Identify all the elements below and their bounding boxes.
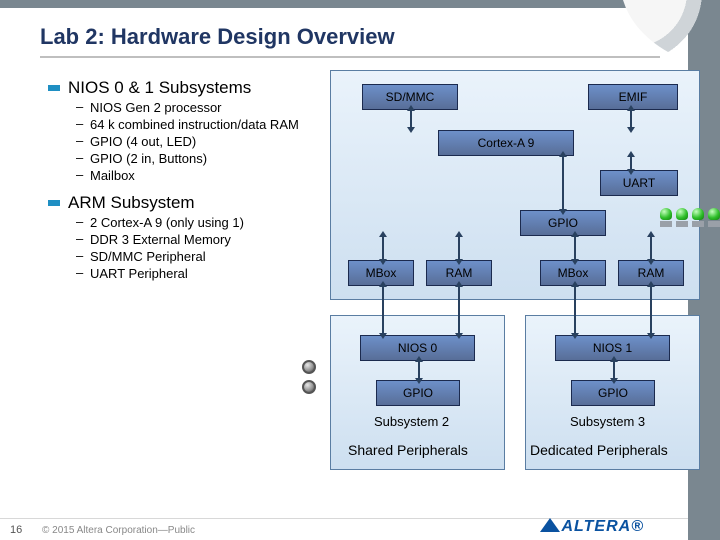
bullet-item: 2 Cortex-A 9 (only using 1) [76,215,338,230]
copyright: © 2015 Altera Corporation—Public [42,525,195,536]
led-icon [660,208,672,228]
arrow-icon [574,286,576,334]
button-icon [302,360,316,374]
caption-dedicated: Dedicated Peripherals [530,442,668,458]
arrow-icon [410,110,412,128]
bullet-item: NIOS Gen 2 processor [76,100,338,115]
section-heading-nios: NIOS 0 & 1 Subsystems [48,78,338,98]
arrow-icon [630,156,632,170]
bullet-item: UART Peripheral [76,266,338,281]
altera-logo: ALTERA® [540,517,645,536]
arrow-icon [650,286,652,334]
arrow-icon [630,110,632,128]
arrow-icon [382,236,384,260]
block-diagram: Subsystem 1 SD/MMC EMIF Cortex-A 9 UART … [330,70,710,490]
bullet-item: GPIO (2 in, Buttons) [76,151,338,166]
bullet-column: NIOS 0 & 1 Subsystems NIOS Gen 2 process… [48,74,338,283]
arrow-icon [458,286,460,334]
led-icon [676,208,688,228]
footer: 16 © 2015 Altera Corporation—Public ALTE… [0,518,688,540]
arrow-icon [382,286,384,334]
arrow-icon [574,236,576,260]
page-number: 16 [10,524,22,536]
led-icon [708,208,720,228]
bullet-item: 64 k combined instruction/data RAM [76,117,338,132]
led-icon [692,208,704,228]
title-rule [40,56,660,58]
logo-triangle-icon [540,518,560,532]
arrow-icon [458,236,460,260]
region-label-3: Subsystem 3 [570,414,645,429]
arrow-icon [613,361,615,379]
arrow-icon [418,361,420,379]
bullet-item: DDR 3 External Memory [76,232,338,247]
corner-arc [620,0,720,70]
arrow-icon [562,156,564,210]
top-stripe [0,0,720,8]
page-title: Lab 2: Hardware Design Overview [40,24,395,50]
block-cortex: Cortex-A 9 [438,130,574,156]
arrow-icon [650,236,652,260]
block-uart: UART [600,170,678,196]
bullet-item: Mailbox [76,168,338,183]
bullet-item: GPIO (4 out, LED) [76,134,338,149]
caption-shared: Shared Peripherals [348,442,468,458]
bullet-item: SD/MMC Peripheral [76,249,338,264]
region-label-2: Subsystem 2 [374,414,449,429]
section-heading-arm: ARM Subsystem [48,193,338,213]
button-icon [302,380,316,394]
